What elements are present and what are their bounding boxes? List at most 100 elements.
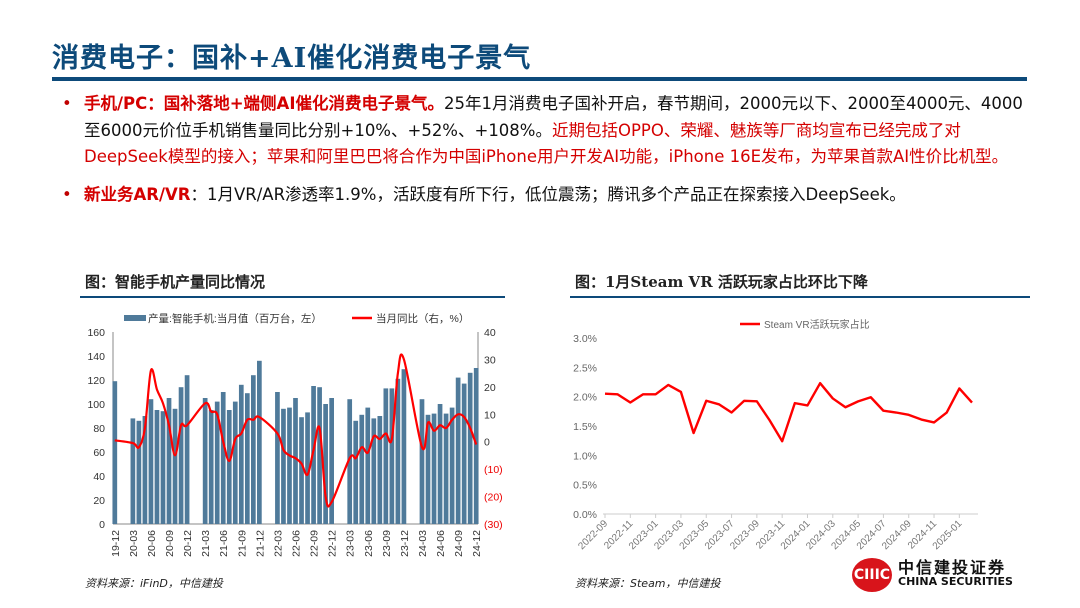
bar-production	[220, 392, 226, 524]
left-y-tick-label: 60	[93, 447, 105, 459]
bar-production	[347, 399, 353, 524]
left-y-tick-label: 80	[93, 423, 105, 435]
bar-production	[178, 387, 184, 524]
x-tick-label: 21-12	[254, 530, 266, 557]
x-tick-label: 21-09	[236, 530, 248, 557]
x-tick-label: 24-06	[435, 530, 447, 557]
bullet-phone-pc: • 手机/PC：国补落地+端侧AI催化消费电子景气。25年1月消费电子国补开启，…	[62, 91, 1032, 171]
bar-production	[299, 417, 304, 524]
bar-production	[431, 413, 437, 524]
y-tick-label: 1.0%	[573, 450, 597, 462]
bullet-icon: •	[62, 94, 72, 113]
bullet-icon: •	[62, 184, 72, 204]
legend-label-line: Steam VR活跃玩家占比	[764, 318, 870, 331]
bar-production	[371, 418, 377, 524]
right-chart-divider	[570, 296, 1030, 298]
left-chart-divider	[80, 296, 505, 298]
bar-production	[317, 387, 322, 524]
x-tick-label: 23-09	[381, 530, 393, 557]
y-tick-label: 2.5%	[573, 362, 597, 374]
bar-production	[214, 401, 220, 524]
x-tick-label: 23-12	[399, 530, 411, 557]
x-tick-label: 24-03	[417, 530, 429, 557]
legend-label-bar: 产量:智能手机:当月值（百万台，左）	[148, 312, 322, 325]
right-chart-source: 资料来源：Steam，中信建投	[575, 577, 721, 590]
line-steam-vr	[604, 381, 973, 443]
bar-production	[142, 416, 148, 524]
bar-production	[160, 411, 166, 524]
bullet-ar-vr: • 新业务AR/VR：1月VR/AR渗透率1.9%，活跃度有所下行，低位震荡；腾…	[62, 182, 1032, 209]
y-tick-label: 0.0%	[573, 509, 597, 521]
page-title: 消费电子：国补+AI催化消费电子景气	[52, 43, 532, 74]
bullet-lead: 新业务AR/VR	[84, 184, 191, 204]
bar-production	[353, 420, 359, 524]
bar-production	[359, 414, 365, 524]
right-y-tick-label: 20	[484, 382, 496, 394]
x-tick-label: 24-12	[471, 530, 483, 557]
y-tick-label: 1.5%	[573, 421, 597, 433]
bar-production	[112, 381, 118, 524]
bar-production	[226, 410, 232, 524]
bar-production	[401, 369, 407, 524]
bar-production	[130, 418, 136, 524]
right-y-tick-label: 40	[484, 327, 496, 339]
bar-production	[395, 378, 401, 524]
x-tick-label: 20-06	[146, 530, 158, 557]
bar-production	[377, 416, 383, 524]
x-tick-label: 23-06	[363, 530, 375, 557]
x-tick-label: 22-12	[327, 530, 339, 557]
right-y-tick-label: 30	[484, 354, 496, 366]
bar-production	[365, 407, 371, 524]
bar-production	[275, 392, 280, 524]
bar-production	[437, 404, 443, 524]
y-tick-label: 0.5%	[573, 480, 597, 492]
left-chart-title: 图：智能手机产量同比情况	[85, 273, 266, 291]
left-y-tick-label: 140	[87, 351, 105, 363]
bar-production	[232, 401, 238, 524]
right-y-tick-label: (20)	[484, 492, 503, 504]
bar-production	[443, 413, 449, 524]
bar-production	[455, 377, 461, 524]
x-tick-label: 20-03	[128, 530, 140, 557]
right-y-tick-label: 0	[484, 437, 490, 449]
bullet-text-highlight: 近期包括OPPO、荣耀、魅族等厂商均宣布已经完成了对DeepSeek模型的接入；…	[84, 120, 1009, 167]
bar-production	[293, 398, 298, 524]
bar-production	[148, 399, 154, 524]
right-y-tick-label: 10	[484, 409, 496, 421]
x-tick-label: 21-03	[200, 530, 212, 557]
bar-production	[172, 408, 178, 524]
bar-production	[425, 414, 431, 524]
title-divider	[52, 77, 1027, 81]
bullet-list: • 手机/PC：国补落地+端侧AI催化消费电子景气。25年1月消费电子国补开启，…	[62, 91, 1032, 219]
bar-production	[208, 410, 214, 524]
bar-production	[389, 388, 395, 524]
bar-production	[281, 408, 286, 524]
legend-label-line: 当月同比（右，%）	[376, 312, 469, 325]
y-tick-label: 2.0%	[573, 392, 597, 404]
bar-production	[473, 368, 479, 524]
right-y-tick-label: (30)	[484, 519, 503, 531]
y-tick-label: 3.0%	[573, 333, 597, 345]
x-tick-label: 21-06	[218, 530, 230, 557]
right-y-tick-label: (10)	[484, 464, 503, 476]
bar-production	[311, 386, 316, 524]
company-logo: CIIIC 中信建投证券 CHINA SECURITIES	[852, 558, 1013, 592]
logo-en: CHINA SECURITIES	[898, 575, 1013, 588]
left-y-tick-label: 40	[93, 471, 105, 483]
logo-cn: 中信建投证券	[898, 558, 1007, 577]
bar-production	[329, 398, 334, 524]
bar-production	[287, 407, 292, 524]
x-tick-label: 22-09	[309, 530, 321, 557]
bar-production	[250, 375, 256, 524]
bar-production	[136, 420, 142, 524]
x-tick-label: 20-12	[182, 530, 194, 557]
bar-production	[305, 412, 310, 524]
left-y-tick-label: 0	[99, 519, 105, 531]
logo-icon: CIIIC	[852, 558, 892, 592]
bar-production	[257, 360, 262, 524]
bar-production	[166, 398, 172, 524]
bar-production	[323, 404, 328, 524]
left-chart-source: 资料来源：iFinD，中信建投	[85, 577, 223, 590]
x-tick-label: 19-12	[110, 530, 122, 557]
